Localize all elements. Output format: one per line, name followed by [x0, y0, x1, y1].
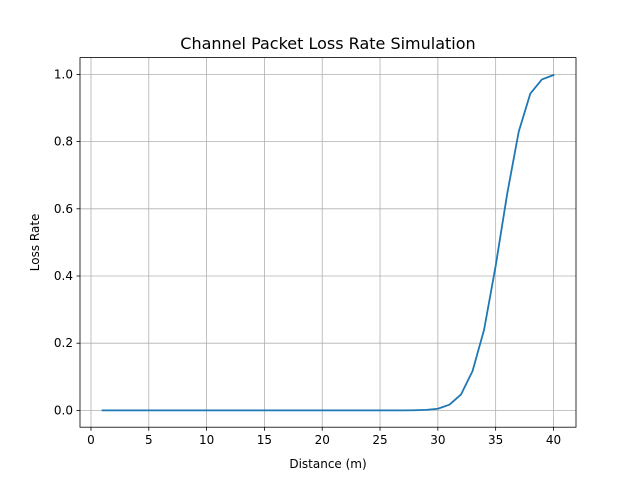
x-tick-label: 40 [546, 433, 561, 447]
y-axis-label: Loss Rate [28, 214, 42, 272]
y-tick-label: 0.2 [54, 336, 73, 350]
series-layer [101, 73, 555, 412]
x-tick-label: 15 [257, 433, 272, 447]
x-tick-label: 0 [87, 433, 95, 447]
x-tick-label: 5 [145, 433, 153, 447]
y-tick-label: 1.0 [54, 67, 73, 81]
x-tick-label: 10 [199, 433, 214, 447]
x-tick-label: 35 [488, 433, 503, 447]
axis-ticks: 0 5 10 15 20 25 30 35 40 0.0 0.2 0.4 0.6 0.8 1.0 [54, 67, 561, 447]
x-tick-label: 25 [372, 433, 387, 447]
y-tick-label: 0.0 [54, 403, 73, 417]
series-line-0 [101, 73, 555, 412]
y-tick-label: 0.6 [54, 202, 73, 216]
x-tick-label: 30 [430, 433, 445, 447]
y-tick-label: 0.8 [54, 135, 73, 149]
grid-lines [80, 57, 576, 428]
x-tick-label: 20 [315, 433, 330, 447]
y-tick-label: 0.4 [54, 269, 73, 283]
x-axis-label: Distance (m) [289, 457, 366, 471]
chart-title: Channel Packet Loss Rate Simulation [180, 34, 475, 53]
plot-frame [79, 57, 577, 428]
